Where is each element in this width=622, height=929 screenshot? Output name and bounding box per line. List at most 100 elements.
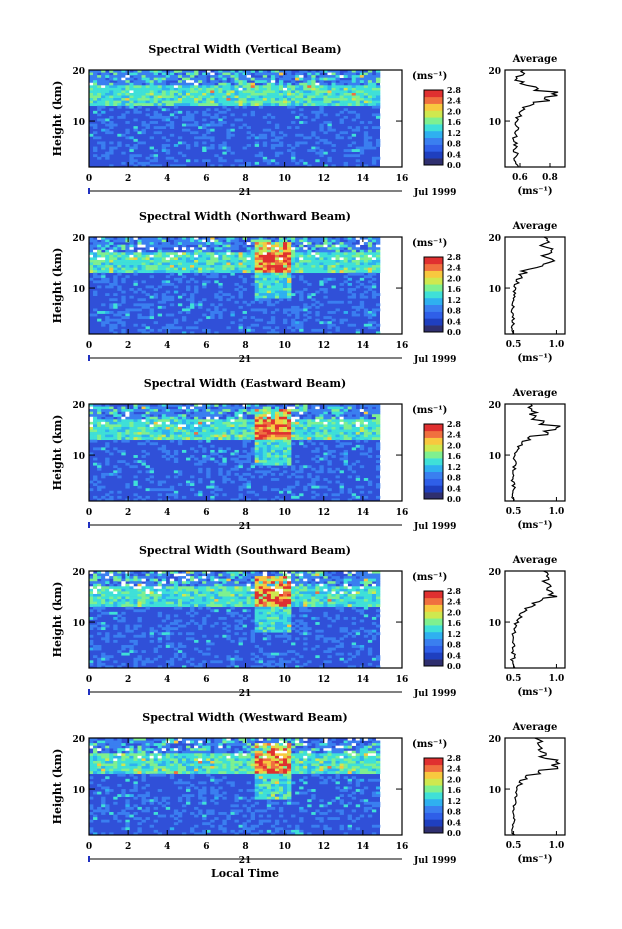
heatmap-cell xyxy=(226,108,231,112)
heatmap-cell xyxy=(311,257,316,261)
heatmap-cell xyxy=(194,573,199,577)
heatmap-cell xyxy=(339,100,344,104)
heatmap-cell xyxy=(242,586,247,590)
heatmap-cell xyxy=(291,416,296,420)
heatmap-cell xyxy=(355,85,361,89)
heatmap-cell xyxy=(355,434,361,438)
heatmap-cell xyxy=(234,429,239,433)
heatmap-cell xyxy=(153,442,159,446)
heatmap-cell xyxy=(125,270,130,274)
heatmap-cell xyxy=(206,280,211,284)
heatmap-cell xyxy=(278,455,284,458)
heatmap-cell xyxy=(113,72,118,76)
heatmap-cell xyxy=(133,308,138,312)
heatmap-cell xyxy=(93,586,98,590)
heatmap-cell xyxy=(230,452,235,456)
heatmap-cell xyxy=(270,462,276,466)
heatmap-cell xyxy=(242,578,247,582)
heatmap-cell xyxy=(250,465,256,469)
heatmap-cell xyxy=(319,411,324,415)
heatmap-cell xyxy=(270,311,276,314)
heatmap-cell xyxy=(367,480,373,484)
y-tick-label: 10 xyxy=(72,452,85,462)
heatmap-cell xyxy=(335,498,340,502)
heatmap-cell xyxy=(335,90,340,94)
heatmap-cell xyxy=(169,429,175,433)
heatmap-cell xyxy=(218,77,223,81)
heatmap-cell xyxy=(327,573,332,577)
heatmap-cell xyxy=(295,424,300,428)
heatmap-cell xyxy=(266,92,272,96)
heatmap-cell xyxy=(343,442,348,446)
heatmap-cell xyxy=(287,90,292,94)
heatmap-cell xyxy=(198,244,203,248)
heatmap-cell xyxy=(371,293,377,297)
heatmap-cell xyxy=(375,156,381,160)
heatmap-cell xyxy=(214,460,219,464)
heatmap-cell xyxy=(161,298,167,302)
heatmap-cell xyxy=(262,439,268,443)
heatmap-cell xyxy=(222,144,227,147)
heatmap-cell xyxy=(226,136,231,140)
heatmap-cell xyxy=(97,280,102,284)
heatmap-cell xyxy=(89,576,94,579)
heatmap-cell xyxy=(121,424,126,428)
heatmap-cell xyxy=(274,262,280,266)
heatmap-cell xyxy=(262,421,268,425)
heatmap-cell xyxy=(109,121,114,124)
heatmap-cell xyxy=(283,424,288,428)
heatmap-cell xyxy=(274,75,280,78)
heatmap-cell xyxy=(238,77,243,81)
heatmap-cell xyxy=(274,586,280,590)
heatmap-cell xyxy=(359,75,365,78)
heatmap-cell xyxy=(303,571,308,574)
heatmap-cell xyxy=(339,452,344,456)
heatmap-cell xyxy=(319,90,324,94)
heatmap-cell xyxy=(105,581,110,585)
heatmap-cell xyxy=(266,331,272,335)
heatmap-cell xyxy=(246,95,251,99)
heatmap-cell xyxy=(218,290,223,294)
heatmap-cell xyxy=(117,429,122,433)
heatmap-cell xyxy=(101,259,106,263)
x-tick-label: 6 xyxy=(203,341,209,351)
heatmap-cell xyxy=(109,588,114,592)
heatmap-cell xyxy=(190,432,195,435)
heatmap-cell xyxy=(109,419,114,423)
heatmap-cell xyxy=(109,490,114,494)
heatmap-cell xyxy=(327,70,332,73)
heatmap-cell xyxy=(113,77,118,81)
heatmap-cell xyxy=(190,326,195,330)
heatmap-cell xyxy=(222,249,227,253)
heatmap-cell xyxy=(210,485,215,489)
heatmap-cell xyxy=(153,113,159,117)
heatmap-cell xyxy=(262,285,268,289)
heatmap-cell xyxy=(202,123,207,127)
heatmap-cell xyxy=(230,72,235,76)
heatmap-cell xyxy=(105,257,110,261)
heatmap-cell xyxy=(327,414,332,418)
heatmap-cell xyxy=(246,103,251,107)
heatmap-cell xyxy=(323,437,328,441)
heatmap-cell xyxy=(258,426,264,430)
heatmap-cell xyxy=(311,87,316,91)
heatmap-cell xyxy=(327,237,332,240)
heatmap-cell xyxy=(315,85,320,89)
heatmap-cell xyxy=(157,90,163,94)
heatmap-cell xyxy=(214,493,219,497)
heatmap-cell xyxy=(266,303,272,307)
heatmap-cell xyxy=(145,437,150,441)
heatmap-cell xyxy=(266,411,272,415)
heatmap-cell xyxy=(202,244,207,248)
heatmap-cell xyxy=(250,328,256,332)
heatmap-cell xyxy=(89,95,94,99)
heatmap-cell xyxy=(125,144,130,147)
heatmap-cell xyxy=(141,409,146,412)
heatmap-cell xyxy=(141,98,146,101)
heatmap-cell xyxy=(274,414,280,418)
heatmap-cell xyxy=(101,437,106,441)
heatmap-cell xyxy=(121,151,126,155)
heatmap-cell xyxy=(93,578,98,582)
heatmap-cell xyxy=(97,467,102,471)
heatmap-cell xyxy=(161,270,167,274)
